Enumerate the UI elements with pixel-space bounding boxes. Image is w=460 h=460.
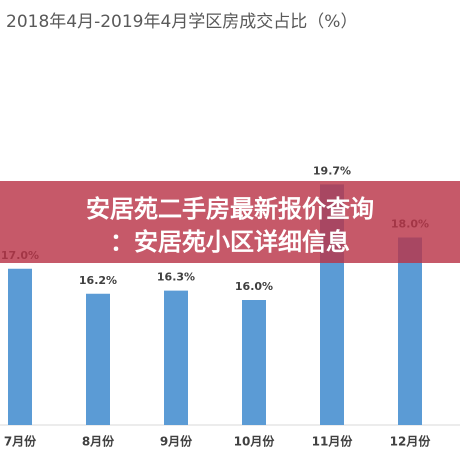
x-tick-label: 7月份 [4,434,37,449]
data-label: 16.2% [79,274,117,287]
bar [164,290,188,425]
data-label: 19.7% [313,164,351,177]
plot: 7月份17.0%8月份16.2%9月份16.3%10月份16.0%11月份19.… [1,164,431,448]
bar [398,237,422,425]
x-tick-label: 11月份 [312,434,354,449]
data-label: 16.0% [235,280,273,293]
banner-line: ：安居苑小区详细信息 [110,228,350,256]
x-tick-label: 12月份 [390,434,432,449]
banner-line: 安居苑二手房最新报价查询 [86,195,374,223]
bar [242,300,266,425]
x-tick-label: 8月份 [82,434,115,449]
data-label: 16.3% [157,271,195,284]
chart-title: 2018年4月-2019年4月学区房成交占比（%） [6,12,357,32]
x-tick-label: 9月份 [160,434,193,449]
x-tick-label: 10月份 [234,434,276,449]
banner [0,181,460,263]
bar [86,293,110,425]
bar [8,268,32,425]
